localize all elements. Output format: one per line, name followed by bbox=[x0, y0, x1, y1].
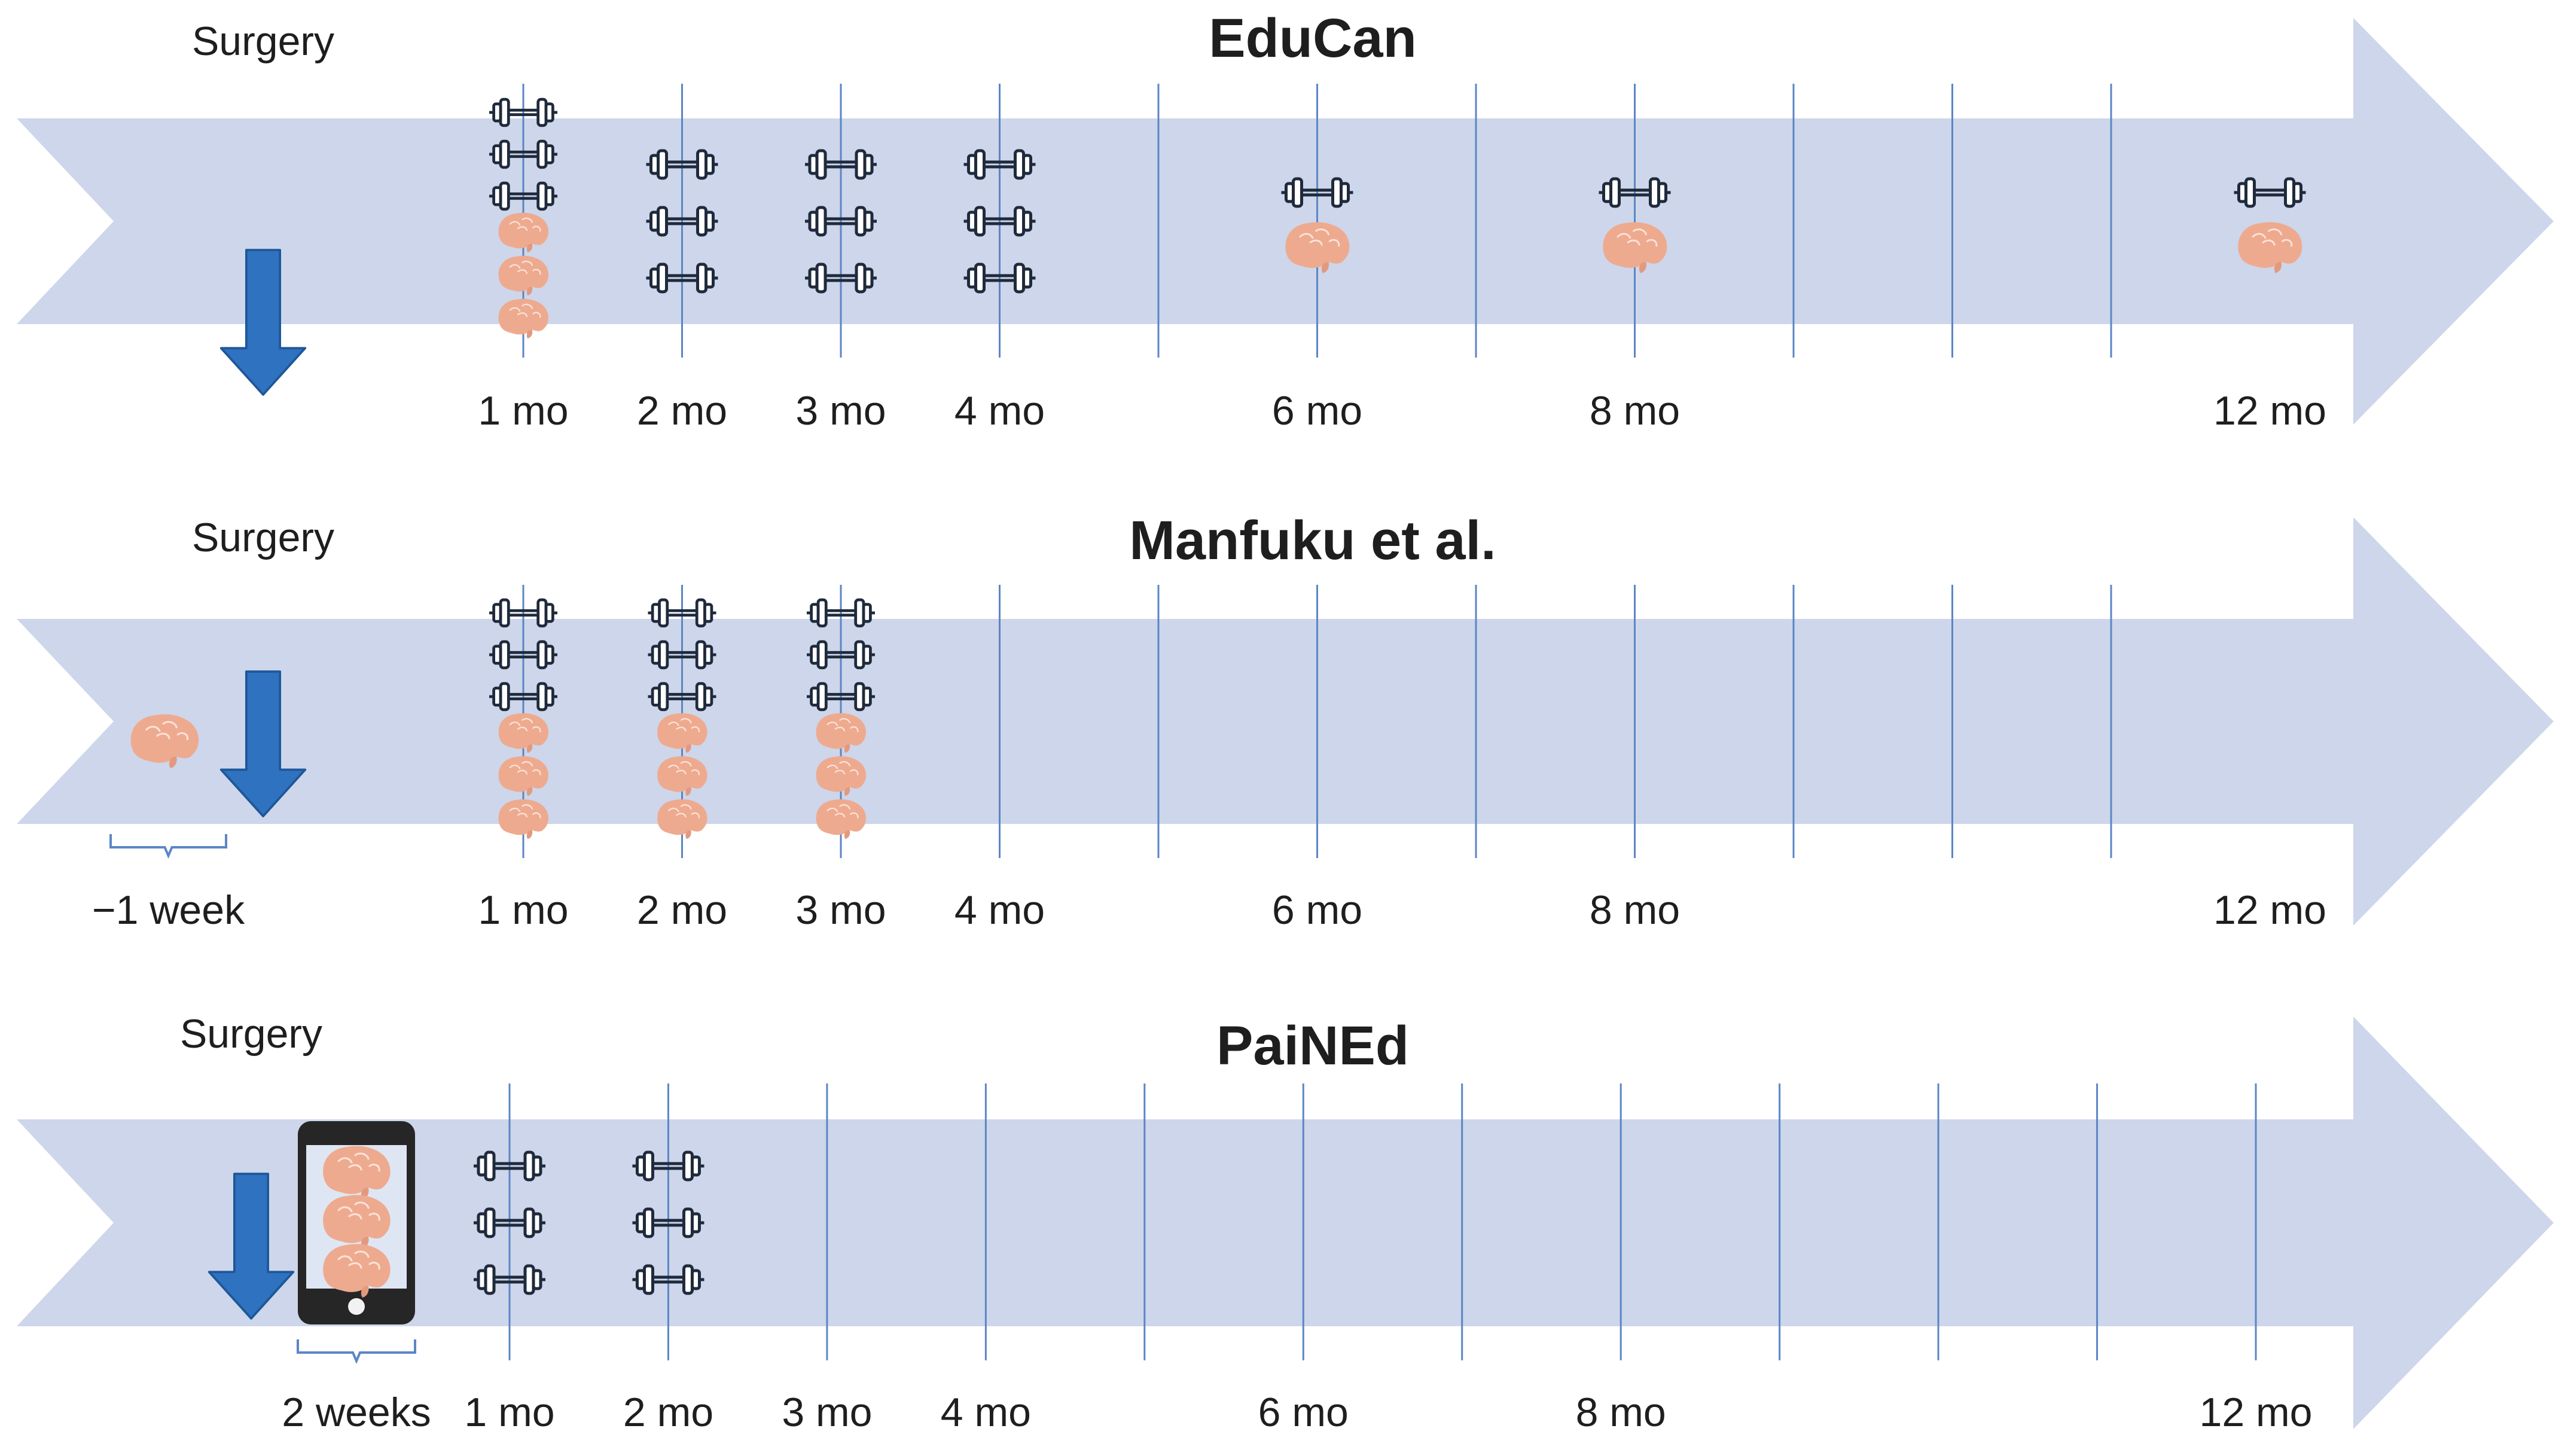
surgery-label: Surgery bbox=[180, 1011, 322, 1057]
month-label: 12 mo bbox=[2213, 388, 2326, 434]
month-label: 1 mo bbox=[464, 1390, 554, 1435]
panel-title: Manfuku et al. bbox=[1129, 510, 1496, 571]
month-label: 4 mo bbox=[954, 388, 1045, 434]
month-label: 8 mo bbox=[1590, 887, 1680, 933]
month-label: 12 mo bbox=[2200, 1390, 2313, 1435]
timeline-panel-2: Manfuku et al. 1 mo 2 mo 3 mo 4 mo 6 mo 8 mo 12… bbox=[17, 510, 2554, 933]
brain-icon bbox=[498, 298, 550, 339]
timeline-arrow bbox=[17, 1017, 2554, 1429]
month-label: 8 mo bbox=[1576, 1390, 1666, 1435]
month-label: 1 mo bbox=[478, 887, 568, 933]
month-label: 1 mo bbox=[478, 388, 568, 434]
month-label: 8 mo bbox=[1590, 388, 1680, 434]
month-label: 6 mo bbox=[1272, 388, 1362, 434]
timeline-panel-3: PaiNEd 1 mo 2 mo 3 mo 4 mo 6 mo 8 mo 12 mo Surge… bbox=[17, 1011, 2554, 1435]
bracket-label: 2 weeks bbox=[282, 1390, 431, 1435]
brain-icon bbox=[656, 798, 708, 840]
month-label: 2 mo bbox=[637, 887, 727, 933]
month-label: 12 mo bbox=[2213, 887, 2326, 933]
timeline-panel-1: EduCan 1 mo 2 mo 3 mo 4 mo 6 mo 8 mo 12 mo Surge… bbox=[17, 8, 2554, 434]
timeline-arrow bbox=[17, 18, 2554, 425]
month-label: 6 mo bbox=[1272, 887, 1362, 933]
month-label: 2 mo bbox=[637, 388, 727, 434]
month-label: 2 mo bbox=[623, 1390, 713, 1435]
month-label: 6 mo bbox=[1258, 1390, 1349, 1435]
interval-bracket bbox=[109, 834, 227, 859]
surgery-label: Surgery bbox=[192, 515, 334, 560]
month-label: 4 mo bbox=[954, 887, 1045, 933]
brain-icon bbox=[498, 798, 550, 840]
panel-title: EduCan bbox=[1209, 8, 1417, 69]
timeline-arrow bbox=[17, 517, 2554, 926]
panel-title: PaiNEd bbox=[1216, 1015, 1409, 1076]
month-label: 3 mo bbox=[795, 388, 886, 434]
bracket-label: −1 week bbox=[92, 887, 245, 933]
interval-bracket bbox=[297, 1339, 416, 1365]
smartphone-icon bbox=[298, 1121, 415, 1324]
surgery-label: Surgery bbox=[192, 19, 334, 64]
month-label: 3 mo bbox=[782, 1390, 872, 1435]
brain-icon bbox=[815, 798, 867, 840]
month-label: 4 mo bbox=[941, 1390, 1031, 1435]
month-label: 3 mo bbox=[795, 887, 886, 933]
